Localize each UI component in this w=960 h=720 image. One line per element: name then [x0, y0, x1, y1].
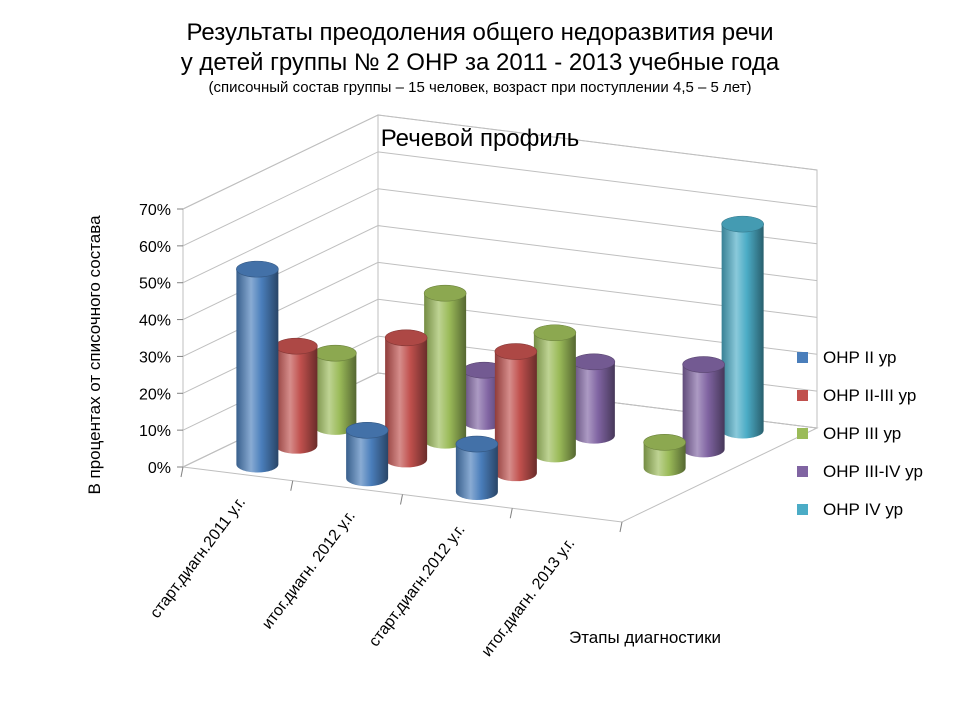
- x-category-label: итог.диагн. 2013 у.г.: [479, 535, 579, 660]
- gridline: [182, 114, 818, 210]
- bar-top: [572, 353, 616, 371]
- y-tick-label: 70%: [139, 202, 171, 219]
- bar-body: [346, 430, 389, 487]
- y-tick-label: 20%: [139, 386, 171, 403]
- bar-онр-iii-iv-ур-2: [572, 353, 616, 444]
- legend-label-онр-iv-ур: ОНР IV ур: [823, 500, 903, 519]
- bar-body: [533, 332, 576, 463]
- bar-top: [721, 215, 764, 233]
- bar-body: [463, 370, 506, 430]
- bar-body: [643, 442, 686, 477]
- legend-label-онр-iii-ур: ОНР III ур: [823, 424, 901, 443]
- x-tick-mark: [400, 494, 403, 505]
- gridline: [182, 188, 818, 284]
- x-tick-mark: [290, 480, 294, 491]
- x-tick-mark: [180, 466, 184, 478]
- bar-онр-ii-iii-ур-1: [384, 329, 428, 468]
- bar-top: [384, 329, 428, 347]
- bar-top: [236, 260, 279, 278]
- bar-top: [275, 337, 318, 355]
- legend-label-онр-ii-iii-ур: ОНР II-III ур: [823, 386, 916, 405]
- legend-swatch-онр-ii-ур: [797, 352, 808, 363]
- bar-онр-iii-ур-3: [643, 434, 686, 477]
- bar-top: [494, 343, 538, 360]
- x-tick-mark: [509, 508, 513, 519]
- bar-онр-iv-ур-3: [721, 215, 764, 439]
- legend-swatch-онр-ii-iii-ур: [797, 390, 808, 401]
- y-tick-label: 60%: [139, 239, 171, 256]
- x-axis-label: Этапы диагностики: [569, 628, 721, 647]
- bar-онр-ii-iii-ур-2: [494, 343, 538, 482]
- bar-онр-iii-iv-ур-3: [682, 356, 725, 458]
- bar-body: [682, 364, 725, 458]
- bar-онр-iii-ур-0: [314, 344, 357, 435]
- legend-swatch-онр-iv-ур: [797, 504, 808, 515]
- bar-top: [455, 435, 499, 453]
- legend-swatch-онр-iii-iv-ур: [797, 466, 808, 477]
- chart-title: Речевой профиль: [381, 125, 580, 152]
- slide-title-block: Результаты преодоления общего недоразвит…: [0, 18, 960, 98]
- legend-label-онр-ii-ур: ОНР II ур: [823, 348, 897, 367]
- x-category-label: итог.диагн. 2012 у.г.: [259, 508, 359, 633]
- legend-label-онр-iii-iv-ур: ОНР III-IV ур: [823, 462, 923, 481]
- x-tick-mark: [619, 521, 623, 533]
- slide-title-line-1: Результаты преодоления общего недоразвит…: [186, 19, 774, 46]
- bar-body: [424, 293, 467, 449]
- x-category-label: старт.диагн.2012 у.г.: [366, 522, 469, 651]
- y-tick-label: 10%: [139, 423, 171, 440]
- bar-body: [494, 351, 537, 482]
- gridline: [182, 151, 818, 247]
- bar-body: [314, 353, 357, 435]
- bar-онр-ii-ур-2: [455, 435, 499, 500]
- bar-онр-iii-ур-2: [533, 324, 577, 463]
- bar-body: [572, 361, 615, 444]
- bar-body: [385, 337, 428, 468]
- bar-онр-iii-iv-ур-1: [462, 361, 506, 430]
- bar-body: [236, 269, 279, 473]
- y-tick-label: 30%: [139, 349, 171, 366]
- bar-top: [345, 422, 389, 439]
- slide-subtitle: (списочный состав группы – 15 человек, в…: [208, 79, 752, 96]
- bar-body: [275, 346, 318, 454]
- legend-swatch-онр-iii-ур: [797, 428, 808, 439]
- slide-title-line-2: у детей группы № 2 ОНР за 2011 - 2013 уч…: [180, 49, 780, 76]
- y-axis-label: В процентах от списочного состава: [85, 215, 104, 495]
- bar-онр-ii-iii-ур-0: [275, 337, 318, 454]
- bar-body: [455, 444, 498, 500]
- bar-top: [423, 284, 467, 302]
- bar-top: [533, 324, 577, 342]
- bar-top: [682, 356, 725, 373]
- y-tick-label: 50%: [139, 276, 171, 293]
- chart-legend: ОНР II ур ОНР II-III ур ОНР III ур ОНР III-…: [797, 348, 923, 519]
- bar-top: [643, 434, 686, 451]
- bar-body: [721, 224, 764, 439]
- chart-bars: [236, 215, 764, 500]
- bar-онр-iii-ур-1: [423, 284, 467, 449]
- bar-top: [314, 344, 357, 362]
- bar-онр-ii-ур-0: [236, 260, 279, 473]
- x-axis-categories: старт.диагн.2011 у.г. итог.диагн. 2012 у.…: [147, 466, 623, 660]
- x-category-label: старт.диагн.2011 у.г.: [147, 494, 249, 622]
- y-tick-label: 40%: [139, 313, 171, 330]
- bar-онр-ii-ур-1: [345, 422, 389, 487]
- y-tick-label: 0%: [148, 460, 171, 477]
